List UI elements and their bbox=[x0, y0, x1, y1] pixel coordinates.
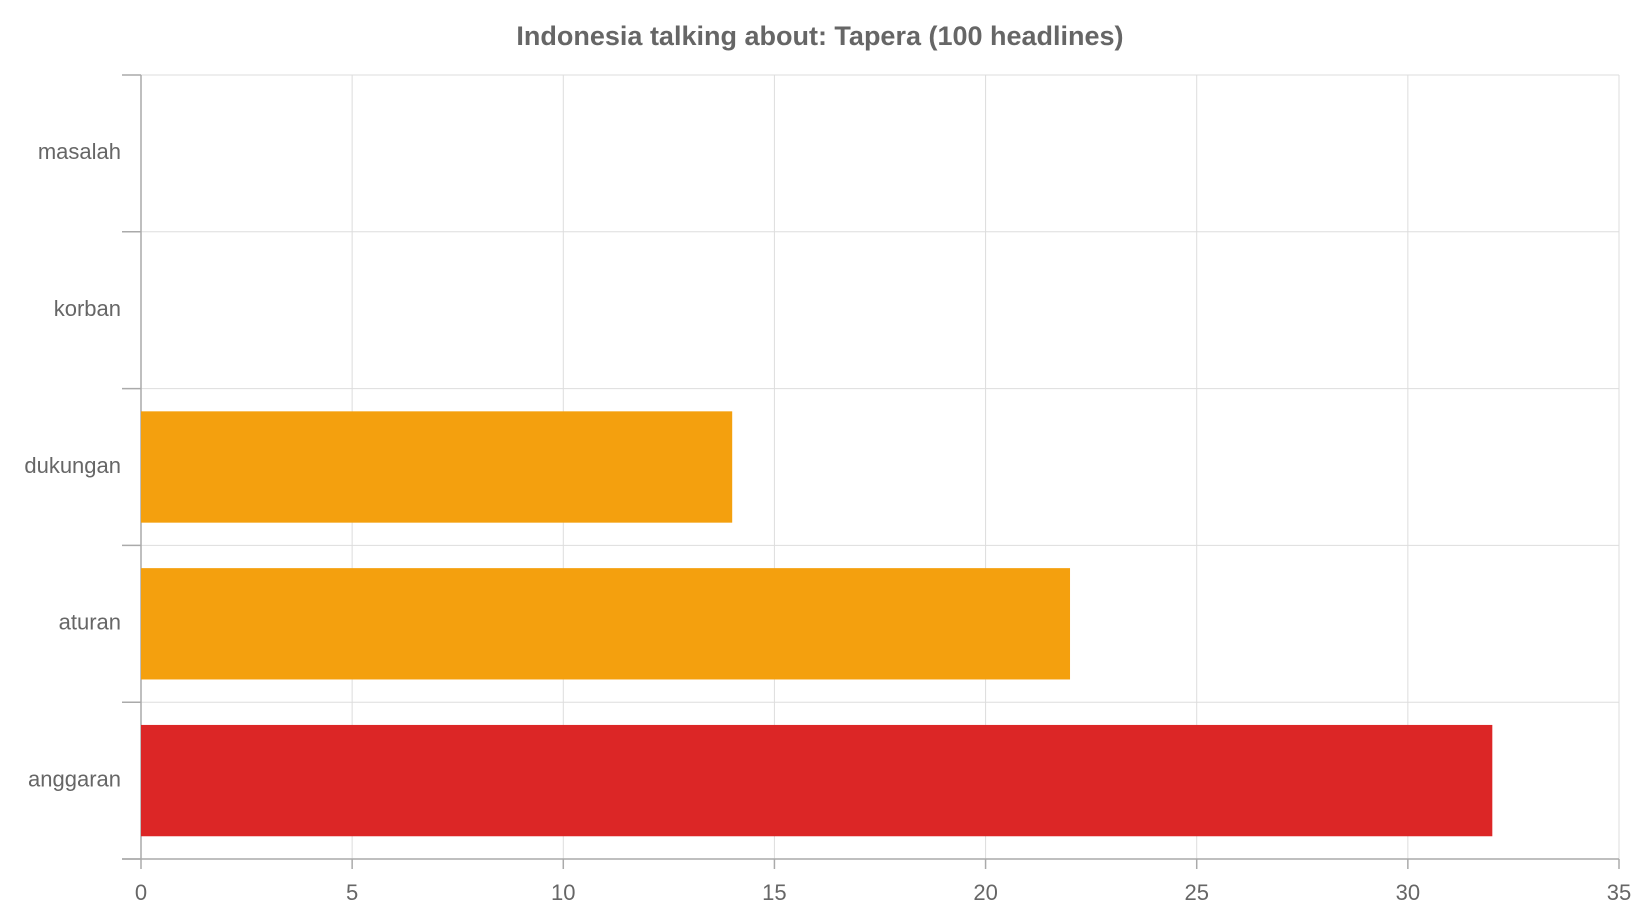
x-tick-label: 30 bbox=[1396, 880, 1420, 905]
x-tick-label: 10 bbox=[551, 880, 575, 905]
x-tick-label: 5 bbox=[346, 880, 358, 905]
y-tick-label: korban bbox=[54, 296, 121, 321]
y-tick-label: dukungan bbox=[24, 453, 121, 478]
chart-title: Indonesia talking about: Tapera (100 hea… bbox=[516, 21, 1123, 51]
bar bbox=[141, 724, 1493, 837]
x-tick-label: 0 bbox=[135, 880, 147, 905]
bar bbox=[141, 568, 1071, 680]
y-tick-label: anggaran bbox=[28, 766, 121, 791]
y-tick-label: aturan bbox=[59, 610, 121, 635]
bar bbox=[141, 411, 733, 523]
x-tick-label: 15 bbox=[762, 880, 786, 905]
x-tick-label: 25 bbox=[1184, 880, 1208, 905]
x-tick-label: 20 bbox=[973, 880, 997, 905]
x-tick-label: 35 bbox=[1607, 880, 1631, 905]
y-tick-label: masalah bbox=[38, 139, 121, 164]
